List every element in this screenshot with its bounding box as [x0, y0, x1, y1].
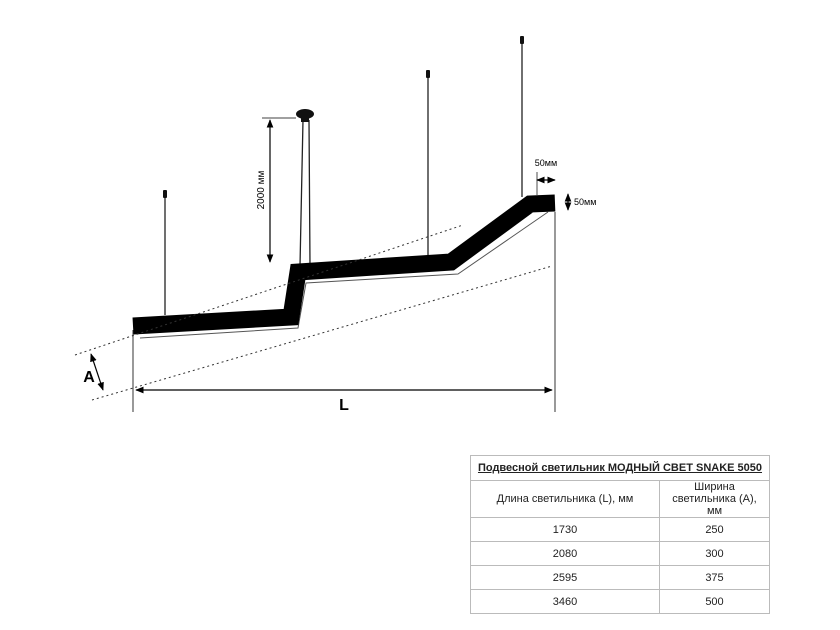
table-cell: 375: [659, 565, 770, 590]
wires: [164, 42, 523, 315]
table-body: 1730 250 2080 300 2595 375 3460 500: [470, 517, 770, 614]
table-row: 1730 250: [470, 517, 770, 542]
table-cell: 2080: [470, 541, 660, 566]
table-row: 2080 300: [470, 541, 770, 566]
table-cell: 2595: [470, 565, 660, 590]
dotted-guides: [74, 224, 553, 401]
lamp-underside: [139, 211, 549, 339]
table-cell: 3460: [470, 589, 660, 614]
caps: [163, 36, 524, 198]
width-label: A: [83, 369, 95, 386]
length-label: L: [339, 397, 349, 414]
lamp-body: [132, 194, 556, 335]
table-row: 3460 500: [470, 589, 770, 614]
height-label: 2000 мм: [256, 170, 267, 209]
dimension-lines: [90, 117, 572, 412]
table-row: 2595 375: [470, 565, 770, 590]
table-cell: 250: [659, 517, 770, 542]
table-title: Подвесной светильник МОДНЫЙ СВЕТ SNAKE 5…: [470, 455, 770, 481]
top-width-label: 50мм: [535, 158, 557, 168]
table-cell: 300: [659, 541, 770, 566]
table-cell: 1730: [470, 517, 660, 542]
size-table: Подвесной светильник МОДНЫЙ СВЕТ SNAKE 5…: [470, 455, 770, 614]
side-height-label: 50мм: [574, 197, 596, 207]
table-header: Длина светильника (L), мм: [470, 480, 660, 518]
table-cell: 500: [659, 589, 770, 614]
table-header: Ширина светильника (A), мм: [659, 480, 770, 518]
